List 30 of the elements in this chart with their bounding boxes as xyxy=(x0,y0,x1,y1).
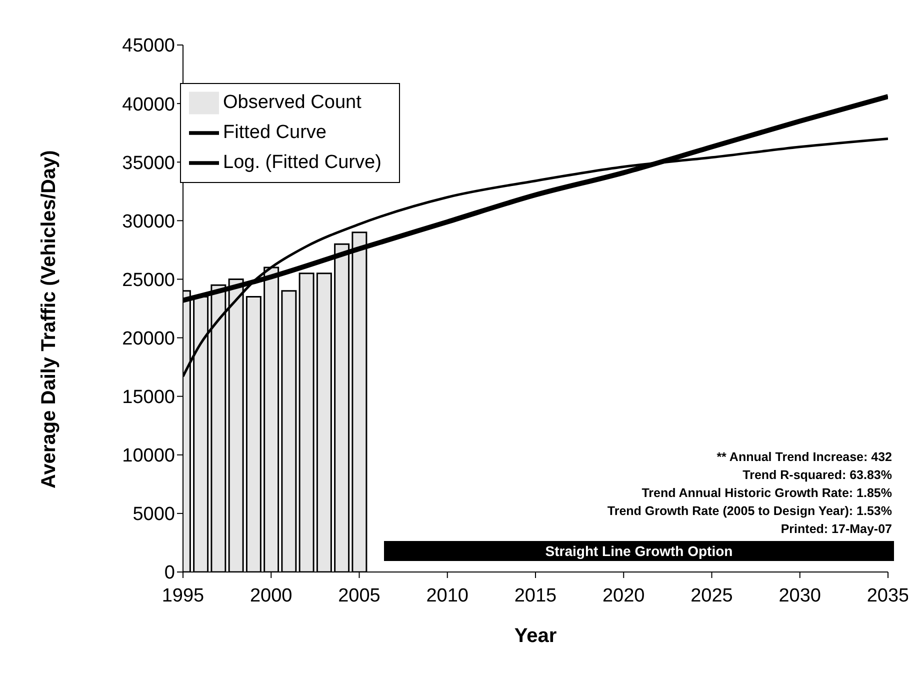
x-tick-label: 2015 xyxy=(514,585,557,606)
x-tick-label: 2035 xyxy=(866,585,910,606)
y-tick-label: 10000 xyxy=(122,446,175,467)
annotation: Trend R-squared: 63.83% xyxy=(742,467,892,484)
y-tick-label: 30000 xyxy=(122,211,175,232)
x-tick-label: 2030 xyxy=(778,585,822,606)
y-tick-label: 40000 xyxy=(122,94,175,116)
x-tick-label: 2005 xyxy=(338,585,380,606)
y-tick-label: 0 xyxy=(164,562,175,584)
y-tick-label: 45000 xyxy=(122,36,175,57)
x-tick-label: 2020 xyxy=(602,585,645,606)
annotation: Trend Annual Historic Growth Rate: 1.85% xyxy=(640,485,892,502)
annotation: Printed: 17-May-07 xyxy=(780,521,892,538)
y-tick-label: 25000 xyxy=(122,270,175,291)
annotation: Trend Growth Rate (2005 to Design Year): 1.53% xyxy=(607,503,892,520)
label-box: Straight Line Growth Option xyxy=(384,541,894,561)
x-tick-label: 2000 xyxy=(250,585,292,606)
legend-label: Observed Count xyxy=(223,92,362,114)
legend-label: Log. (Fitted Curve) xyxy=(223,152,382,174)
y-axis-title: Average Daily Traffic (Vehicles/Day) xyxy=(38,150,60,488)
annotation: ** Annual Trend Increase: 432 xyxy=(716,449,892,466)
x-tick-label: 1995 xyxy=(162,585,204,606)
x-tick-label: 2025 xyxy=(690,585,733,606)
legend-label: Fitted Curve xyxy=(223,122,326,144)
x-axis-title: Year xyxy=(514,625,557,647)
y-tick-label: 20000 xyxy=(122,328,175,350)
y-tick-label: 15000 xyxy=(122,387,175,408)
x-tick-label: 2010 xyxy=(426,585,469,606)
y-tick-label: 5000 xyxy=(132,504,175,526)
y-tick-label: 35000 xyxy=(122,152,175,174)
